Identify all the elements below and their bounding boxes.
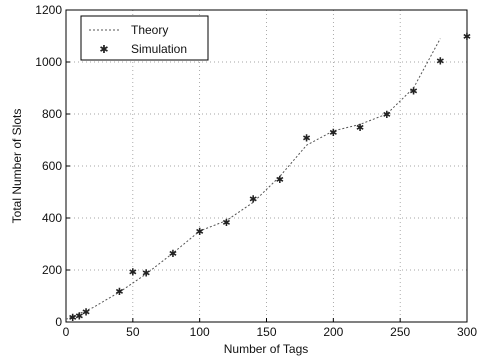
simulation-point: ✱ bbox=[82, 308, 90, 319]
simulation-point: ✱ bbox=[276, 175, 284, 186]
y-tick-label: 1200 bbox=[35, 3, 62, 17]
simulation-point: ✱ bbox=[329, 128, 337, 139]
legend-box bbox=[80, 15, 209, 61]
legend-simulation-label: Simulation bbox=[131, 42, 187, 56]
simulation-point: ✱ bbox=[195, 227, 203, 238]
y-tick-label: 1000 bbox=[35, 55, 62, 69]
y-tick-label: 600 bbox=[42, 159, 62, 173]
x-tick-label: 150 bbox=[256, 325, 276, 339]
legend-theory-label: Theory bbox=[131, 23, 168, 37]
simulation-point: ✱ bbox=[436, 57, 444, 68]
y-tick-label: 800 bbox=[42, 107, 62, 121]
y-tick-label: 400 bbox=[42, 211, 62, 225]
simulation-point: ✱ bbox=[302, 133, 310, 144]
y-tick-label: 0 bbox=[55, 315, 62, 329]
x-tick-label: 300 bbox=[457, 325, 477, 339]
y-tick-label: 200 bbox=[42, 263, 62, 277]
simulation-point: ✱ bbox=[356, 123, 364, 134]
simulation-point: ✱ bbox=[68, 313, 76, 324]
simulation-point: ✱ bbox=[463, 32, 471, 43]
legend: Theory ✱ Simulation bbox=[80, 15, 209, 61]
simulation-point: ✱ bbox=[249, 195, 257, 206]
simulation-point: ✱ bbox=[169, 249, 177, 260]
simulation-point: ✱ bbox=[409, 87, 417, 98]
simulation-point: ✱ bbox=[222, 218, 230, 229]
legend-simulation-marker: ✱ bbox=[99, 44, 108, 56]
x-axis-title: Number of Tags bbox=[224, 342, 309, 356]
x-tick-label: 250 bbox=[390, 325, 410, 339]
simulation-point: ✱ bbox=[115, 287, 123, 298]
simulation-point: ✱ bbox=[383, 110, 391, 121]
x-tick-label: 200 bbox=[323, 325, 343, 339]
x-axis: 0 50 100 150 200 250 300 bbox=[63, 318, 477, 339]
theory-line bbox=[65, 38, 441, 320]
simulation-point: ✱ bbox=[75, 312, 83, 323]
x-tick-label: 100 bbox=[190, 325, 210, 339]
simulation-point: ✱ bbox=[129, 267, 137, 278]
x-tick-label: 0 bbox=[63, 325, 70, 339]
y-axis-title: Total Number of Slots bbox=[10, 109, 24, 224]
series-layer: ✱✱✱✱✱ ✱✱✱✱✱✱✱ ✱ ✱✱✱✱✱ bbox=[65, 32, 471, 324]
y-axis: 0 200 400 600 800 1000 1200 bbox=[35, 3, 70, 329]
x-tick-label: 50 bbox=[126, 325, 140, 339]
simulation-point: ✱ bbox=[142, 269, 150, 280]
